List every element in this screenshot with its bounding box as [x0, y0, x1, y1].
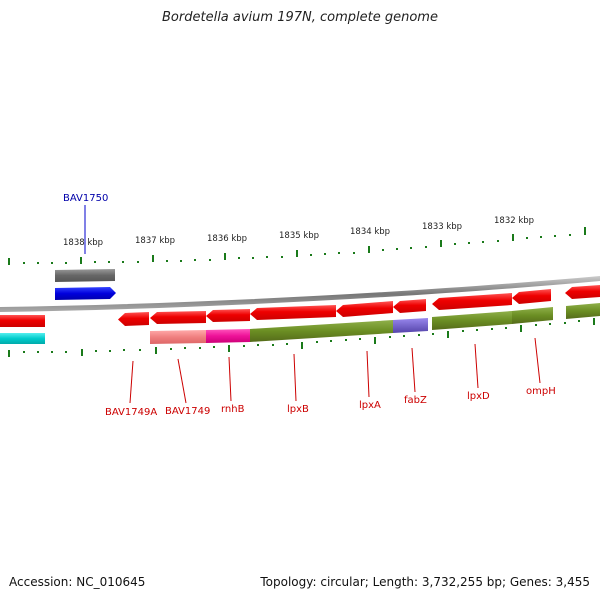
- gene-label-rnhb[interactable]: rnhB: [221, 404, 245, 415]
- gene-lpxa-arrow[interactable]: [336, 301, 393, 317]
- leader-lpxa: [366, 350, 370, 398]
- feature-left-cyan[interactable]: [0, 333, 45, 344]
- gene-bav1749a-arrow[interactable]: [118, 312, 149, 326]
- cog-rnhb[interactable]: [206, 329, 250, 343]
- leader-bav1749a: [129, 360, 134, 404]
- cog-fabz[interactable]: [393, 318, 428, 333]
- inner-scale-ring: [8, 318, 595, 357]
- tick-label-1837: 1837 kbp: [135, 236, 175, 246]
- tick-label-1835: 1835 kbp: [279, 231, 319, 241]
- gene-label-fabz[interactable]: fabZ: [404, 395, 427, 406]
- gene-label-lpxd[interactable]: lpxD: [467, 391, 490, 402]
- tick-label-1836: 1836 kbp: [207, 234, 247, 244]
- gene-label-bav1750[interactable]: BAV1750: [63, 193, 108, 204]
- gene-label-bav1749a[interactable]: BAV1749A: [105, 407, 157, 418]
- map-title: Bordetella avium 197N, complete genome: [162, 10, 438, 25]
- feature-gray[interactable]: [55, 269, 115, 282]
- gene-labels: BAV1750 BAV1749A BAV1749 rnhB lpxB lpxA …: [63, 193, 556, 418]
- tick-labels: 1838 kbp 1837 kbp 1836 kbp 1835 kbp 1834…: [63, 216, 534, 248]
- gene-bav1749-arrow[interactable]: [150, 311, 206, 324]
- gene-bav1750-arrow[interactable]: [55, 287, 116, 300]
- gene-omph-arrow[interactable]: [512, 289, 551, 304]
- gene-label-lpxa[interactable]: lpxA: [359, 400, 381, 411]
- tick-label-1832: 1832 kbp: [494, 216, 534, 226]
- leader-omph: [534, 337, 541, 384]
- tick-label-1834: 1834 kbp: [350, 227, 390, 237]
- reverse-strand-genes: [118, 285, 600, 326]
- gene-fabz-arrow[interactable]: [393, 299, 426, 313]
- tick-label-1838: 1838 kbp: [63, 238, 103, 248]
- leader-fabz: [411, 347, 416, 393]
- gene-lpxb-arrow[interactable]: [250, 305, 336, 320]
- cog-right-edge[interactable]: [566, 303, 600, 319]
- leader-bav1749: [177, 358, 187, 404]
- gene-right-edge-arrow[interactable]: [565, 285, 600, 299]
- leader-lpxd: [474, 343, 479, 389]
- gene-label-lpxb[interactable]: lpxB: [287, 404, 309, 415]
- gene-label-omph[interactable]: ompH: [526, 386, 556, 397]
- genome-backbone: [0, 276, 600, 312]
- outer-scale-ring: [8, 227, 586, 265]
- genome-summary: Topology: circular; Length: 3,732,255 bp…: [260, 575, 590, 589]
- accession-label: Accession: NC_010645: [9, 575, 146, 589]
- cog-bav1749[interactable]: [150, 330, 206, 344]
- gene-label-bav1749[interactable]: BAV1749: [165, 406, 210, 417]
- leader-rnhb: [228, 356, 232, 402]
- leader-lpxb: [293, 353, 297, 402]
- cog-omph[interactable]: [512, 307, 553, 324]
- cog-lpxb-lpxa[interactable]: [250, 320, 393, 342]
- tick-label-1833: 1833 kbp: [422, 222, 462, 232]
- gene-lpxd-arrow[interactable]: [432, 293, 512, 310]
- gene-rnhb-arrow[interactable]: [206, 309, 250, 322]
- cog-lpxd[interactable]: [432, 311, 512, 330]
- label-leaders: [84, 205, 541, 404]
- cog-band: [150, 303, 600, 344]
- feature-left-red[interactable]: [0, 315, 45, 327]
